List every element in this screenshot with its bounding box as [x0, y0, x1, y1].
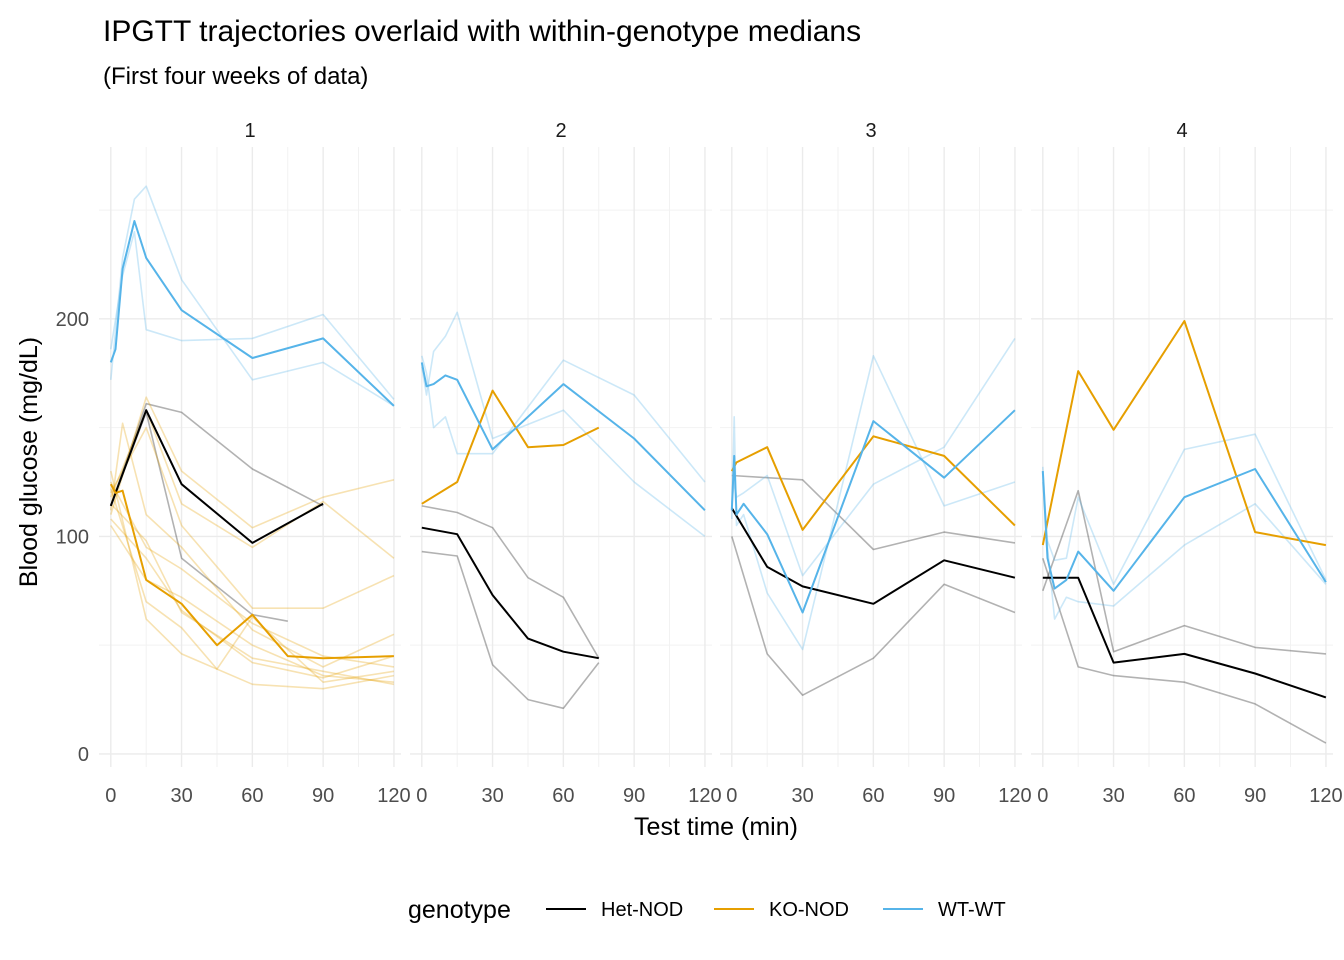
facet-label-1: 1 [244, 120, 255, 142]
median-line-ko-nod [1041, 320, 1327, 547]
y-axis-title: Blood glucose (mg/dL) [15, 337, 43, 587]
chart-subtitle: (First four weeks of data) [103, 63, 368, 90]
x-tick-label: 120 [998, 785, 1031, 807]
trajectory-line-ko-nod [110, 488, 395, 684]
x-tick-label: 90 [312, 785, 334, 807]
y-tick-label: 100 [56, 526, 89, 548]
x-tick-label: 30 [1102, 785, 1124, 807]
x-tick-label: 60 [1173, 785, 1195, 807]
median-line-wt-wt [1041, 468, 1327, 592]
legend: genotype Het-NOD KO-NOD WT-WT [408, 896, 1006, 924]
median-line-het-nod [421, 526, 599, 660]
median-line-het-nod [109, 409, 324, 544]
x-tick-label: 30 [791, 785, 813, 807]
x-tick-label: 60 [241, 785, 263, 807]
x-tick-label: 0 [105, 785, 116, 807]
trajectory-line-het-nod [1042, 489, 1326, 655]
median-line-wt-wt [109, 220, 395, 407]
median-line-het-nod [730, 507, 1016, 605]
legend-label-ko-nod: KO-NOD [769, 899, 849, 921]
trajectory-line-wt-wt [1042, 433, 1327, 586]
trajectory-line-ko-nod [110, 503, 395, 686]
trajectory-line-wt-wt [421, 355, 706, 483]
trajectory-line-het-nod [731, 536, 1016, 697]
x-tick-label: 90 [623, 785, 645, 807]
trajectory-line-ko-nod [110, 422, 395, 668]
facet-label-2: 2 [555, 120, 566, 142]
median-line-wt-wt [420, 362, 706, 512]
x-tick-label: 120 [688, 785, 721, 807]
legend-label-het-nod: Het-NOD [601, 899, 683, 921]
x-axis-title: Test time (min) [634, 813, 798, 841]
median-line-wt-wt [730, 409, 1016, 614]
x-tick-label: 30 [170, 785, 192, 807]
x-tick-label: 60 [862, 785, 884, 807]
x-tick-label: 90 [1244, 785, 1266, 807]
chart-title: IPGTT trajectories overlaid with within-… [103, 15, 861, 48]
panel-3: 30 30 60 90 120 [720, 120, 1032, 807]
x-tick-label: 120 [1309, 785, 1342, 807]
trajectory-line-ko-nod [110, 426, 395, 610]
trajectory-line-wt-wt [731, 354, 1016, 651]
trajectory-line-ko-nod [110, 525, 394, 683]
legend-label-wt-wt: WT-WT [938, 899, 1006, 921]
x-tick-label: 0 [416, 785, 427, 807]
facet-label-4: 4 [1176, 120, 1187, 142]
median-line-ko-nod [421, 389, 600, 505]
panel-4: 4 0 30 60 90 120 [1031, 120, 1343, 807]
trajectory-line-ko-nod [110, 396, 395, 529]
trajectory-line-het-nod [110, 402, 324, 507]
trajectory-line-ko-nod [110, 470, 395, 690]
median-line-ko-nod [730, 435, 1016, 531]
y-tick-label: 200 [56, 309, 89, 331]
median-line-ko-nod [109, 483, 394, 660]
legend-title: genotype [408, 896, 511, 924]
median-line-het-nod [1042, 576, 1327, 699]
trajectory-line-het-nod [421, 505, 600, 659]
trajectory-line-wt-wt [421, 311, 706, 538]
trajectory-line-het-nod [1042, 557, 1327, 744]
x-tick-label: 90 [933, 785, 955, 807]
trajectory-line-wt-wt [110, 185, 395, 407]
x-tick-label: 60 [552, 785, 574, 807]
x-tick-label: 30 [481, 785, 503, 807]
panel-2: 2 0 30 60 90 120 [410, 120, 722, 807]
trajectory-line-wt-wt [110, 231, 395, 400]
facet-label-3: 3 [865, 120, 876, 142]
trajectory-line-ko-nod [110, 518, 395, 679]
x-tick-label: 0 [1037, 785, 1048, 807]
trajectory-line-het-nod [421, 550, 600, 710]
x-tick-label: 0 [726, 785, 737, 807]
panel-1: 1 0 30 60 90 120 0 100 200 [56, 120, 411, 807]
y-tick-label: 0 [78, 744, 89, 766]
x-tick-label: 120 [377, 785, 410, 807]
